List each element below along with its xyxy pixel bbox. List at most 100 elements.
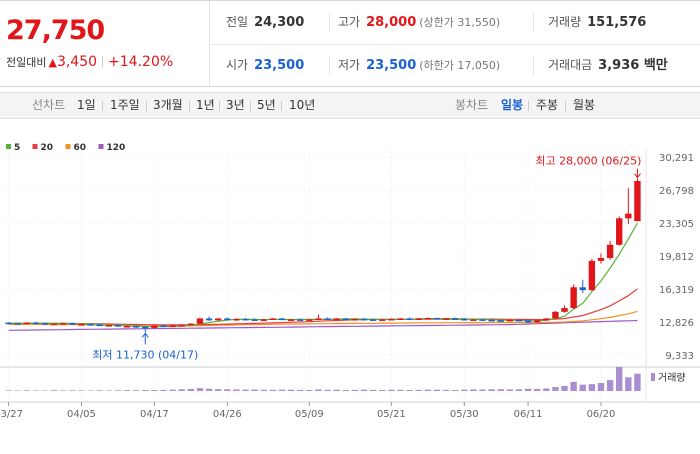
price-box: 27,750 전일대비▲3,450+14.20%: [0, 1, 210, 87]
volume-bar: [242, 390, 248, 391]
volume-bar: [215, 389, 221, 391]
volume-bar: [388, 390, 394, 391]
volume-bar: [288, 390, 294, 391]
candle-body: [425, 318, 431, 320]
volume-bar: [151, 390, 157, 391]
volume-bar: [60, 390, 66, 391]
candle-body: [570, 287, 576, 308]
divider: [533, 13, 534, 32]
divider: [329, 13, 330, 32]
y-tick-label: 12,826: [659, 318, 694, 329]
volume-bar: [416, 390, 422, 391]
candle-body: [507, 320, 513, 322]
divider: [102, 56, 103, 67]
volume-bar: [370, 390, 376, 391]
legend-label: 20: [41, 143, 54, 153]
candle-body: [288, 319, 294, 321]
volume-bar: [324, 390, 330, 391]
legend-swatch: [99, 144, 104, 149]
candle-body: [14, 323, 20, 325]
volume-bar: [488, 389, 494, 391]
candle-body: [233, 319, 239, 321]
candle-monthly[interactable]: 월봉: [573, 93, 595, 118]
volume-bar: [434, 390, 440, 391]
volume-bar: [233, 389, 239, 391]
candle-body: [297, 319, 303, 321]
candle-body: [470, 319, 476, 321]
volume-bar: [516, 389, 522, 391]
candle-body: [169, 326, 175, 328]
candle-body: [434, 318, 440, 320]
volume-bar: [607, 380, 613, 391]
y-tick-label: 23,305: [659, 219, 694, 230]
period-3y[interactable]: 3년: [226, 93, 245, 118]
candle-weekly[interactable]: 주봉: [536, 93, 558, 118]
x-tick-label: 04/05: [67, 409, 96, 420]
divider: [329, 56, 330, 75]
candle-body: [69, 323, 75, 325]
candle-body: [580, 287, 586, 290]
x-tick-label: 03/27: [0, 409, 23, 420]
candle-body: [406, 318, 412, 320]
candle-body: [534, 320, 540, 322]
divider: [102, 101, 103, 111]
volume-bar: [270, 390, 276, 391]
volume-bar: [570, 382, 576, 391]
volume-bar: [133, 390, 139, 391]
period-1y[interactable]: 1년: [196, 93, 215, 118]
period-1d[interactable]: 1일: [77, 93, 96, 118]
candle-body: [197, 318, 203, 323]
period-1w[interactable]: 1주일: [110, 93, 140, 118]
volume-bar: [179, 389, 185, 391]
volume-bar: [634, 374, 640, 391]
change-amount: 3,450: [57, 54, 97, 70]
x-tick-label: 05/09: [295, 409, 324, 420]
candle-body: [352, 319, 358, 321]
candle-body: [78, 324, 84, 326]
volume-bar: [315, 389, 321, 391]
legend-swatch: [6, 144, 11, 149]
high-arrow-icon: [634, 169, 640, 178]
volume-bar: [306, 390, 312, 391]
candle-body: [607, 245, 613, 258]
volume-bar: [580, 385, 586, 391]
candle-body: [279, 318, 285, 320]
period-5y[interactable]: 5년: [257, 93, 276, 118]
low-annotation: 최저 11,730 (04/17): [92, 348, 198, 361]
candle-body: [106, 325, 112, 327]
candle-body: [598, 258, 604, 261]
period-3m[interactable]: 3개월: [153, 93, 183, 118]
legend-swatch: [66, 144, 71, 149]
volume-bar: [507, 389, 513, 391]
chart-toolbar: 선차트 1일 1주일 3개월 1년 3년 5년 10년 봉차트 일봉 주봉 월봉: [0, 92, 700, 119]
volume-bar: [543, 388, 549, 391]
candle-daily[interactable]: 일봉: [501, 93, 523, 118]
legend-swatch: [33, 144, 38, 149]
volume-bar: [78, 390, 84, 391]
volume-bar: [498, 389, 504, 391]
volume-bar: [251, 390, 257, 391]
volume-bar: [115, 390, 121, 391]
candle-body: [552, 312, 558, 319]
up-triangle-icon: ▲: [48, 56, 56, 69]
legend-label: 120: [107, 143, 126, 153]
volume-bar: [479, 390, 485, 391]
candle-body: [133, 326, 139, 328]
volume-bar: [169, 390, 175, 391]
volume-bar: [361, 390, 367, 391]
ma5-line: [9, 223, 638, 327]
period-10y[interactable]: 10년: [289, 93, 315, 118]
candle-body: [5, 323, 11, 325]
volume-bar: [534, 389, 540, 391]
legend-label: 5: [14, 143, 20, 153]
candle-body: [379, 319, 385, 321]
